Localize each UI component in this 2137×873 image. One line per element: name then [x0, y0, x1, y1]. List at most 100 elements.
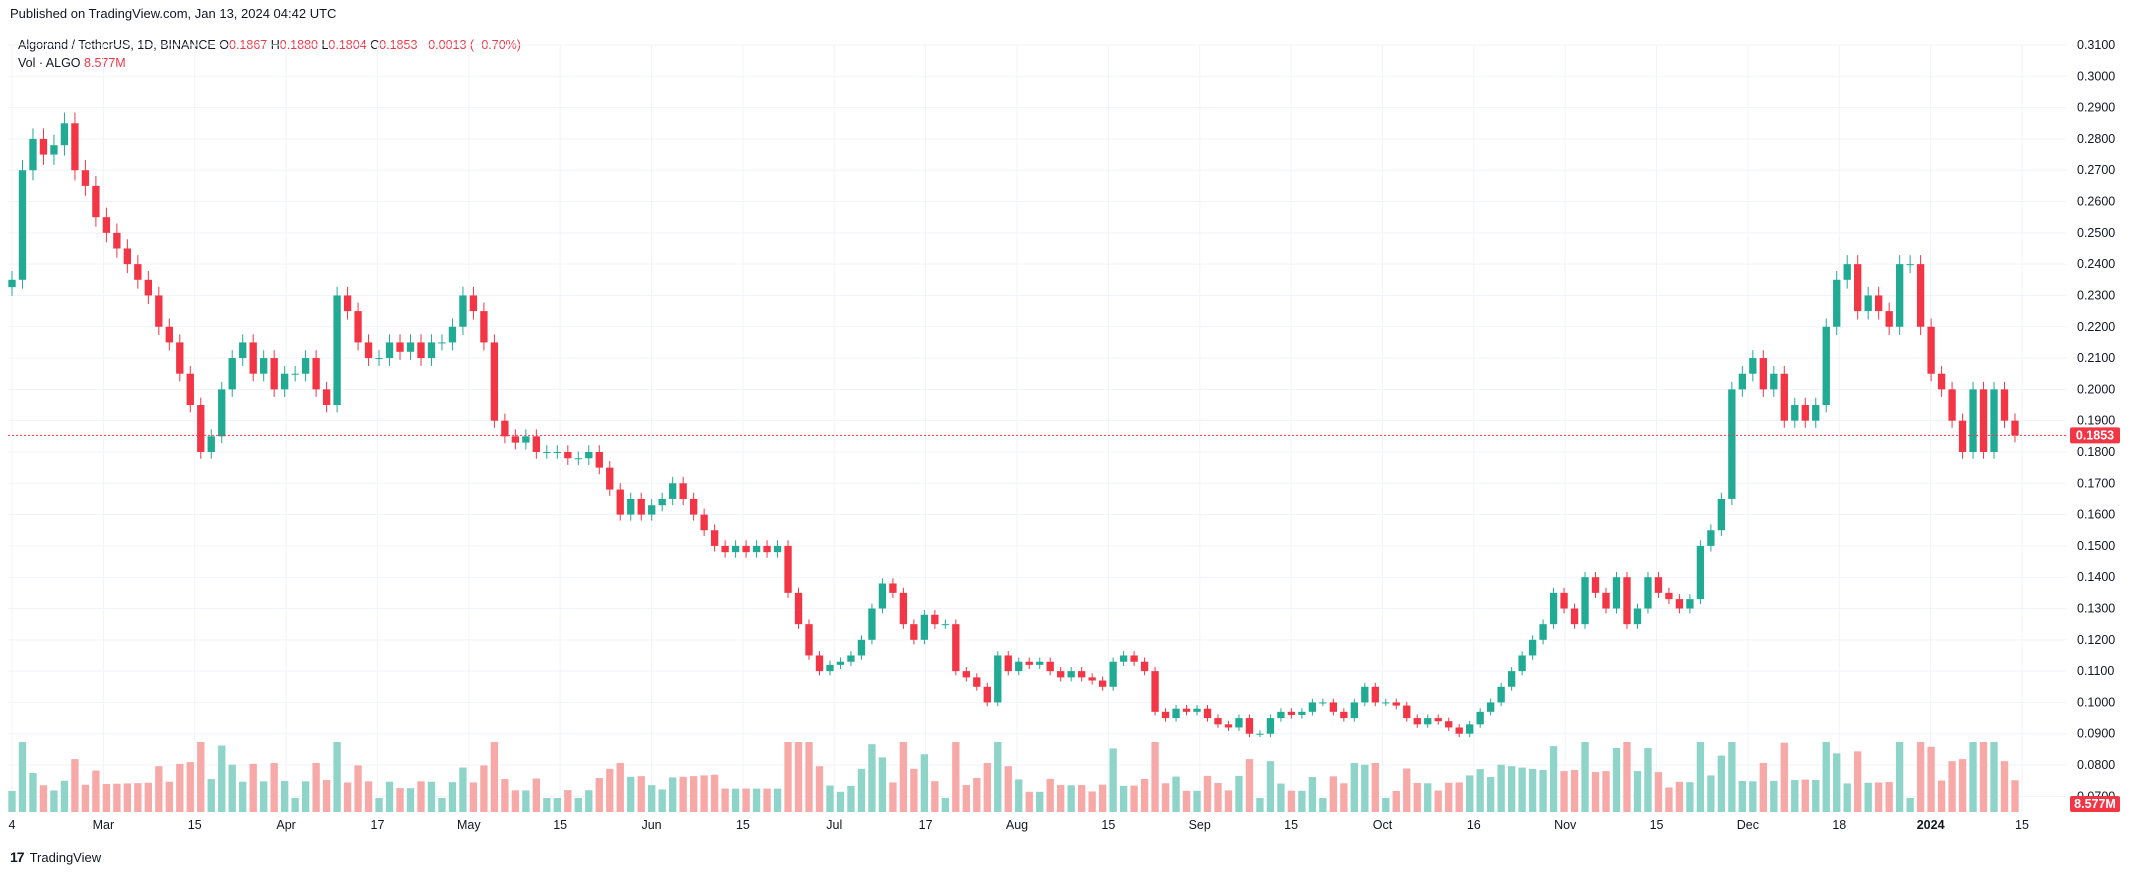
volume-bar — [1990, 742, 1998, 812]
candle-body — [165, 326, 173, 343]
candle-body — [1455, 727, 1463, 734]
x-tick-label: 15 — [2015, 818, 2029, 832]
volume-bar — [1256, 798, 1264, 812]
candle-body — [1245, 718, 1254, 734]
volume-bar — [773, 788, 782, 812]
candle-body — [669, 483, 677, 499]
candle-body — [1340, 711, 1348, 719]
candle-body — [1413, 718, 1421, 725]
volume-bar — [1308, 777, 1317, 812]
y-tick-label: 0.1600 — [2077, 508, 2115, 522]
volume-bar — [1539, 770, 1547, 812]
candle-body — [1686, 599, 1694, 609]
volume-bar — [710, 774, 719, 812]
volume-bar — [1780, 742, 1788, 812]
volume-bar — [1392, 790, 1400, 812]
x-tick-label: 18 — [1832, 818, 1846, 832]
volume-bar — [763, 788, 771, 812]
candle-body — [385, 342, 394, 359]
volume-bar — [805, 742, 813, 812]
volume-bar — [878, 757, 887, 812]
volume-bar — [165, 781, 173, 812]
volume-bar — [385, 781, 394, 812]
tradingview-logo-icon[interactable]: 17 — [10, 849, 25, 865]
candle-body — [889, 583, 897, 593]
volume-bar — [1287, 790, 1296, 812]
volume-bar — [1077, 785, 1086, 812]
volume-bar — [396, 788, 404, 812]
volume-bar — [532, 778, 541, 812]
candle-body — [1728, 389, 1736, 499]
volume-bar — [8, 791, 16, 812]
volume-bar — [1717, 755, 1726, 812]
candle-body — [1025, 661, 1033, 665]
volume-bar — [1140, 778, 1149, 812]
x-tick-label: 16 — [1467, 818, 1481, 832]
volume-bar — [994, 742, 1002, 812]
volume-bar — [511, 790, 520, 812]
candle-body — [1235, 718, 1243, 728]
candle-body — [197, 405, 205, 452]
candle-body — [1203, 708, 1212, 719]
volume-bar — [1119, 785, 1128, 812]
volume-bar — [847, 785, 855, 812]
candle-body — [1528, 639, 1537, 656]
candle-body — [1403, 705, 1411, 719]
volume-bar — [658, 789, 666, 812]
candle-body — [878, 583, 887, 609]
candle-body — [1214, 718, 1222, 725]
candle-body — [2000, 389, 2009, 421]
candle-body — [207, 436, 215, 452]
candle-body — [1098, 680, 1107, 687]
x-tick-label: Mar — [93, 818, 115, 832]
candle-body — [1969, 389, 1977, 452]
candle-body — [983, 686, 991, 703]
volume-bar — [144, 782, 153, 812]
x-tick-label: 17 — [371, 818, 385, 832]
candle-body — [8, 279, 16, 288]
candle-body — [1277, 711, 1285, 719]
y-tick-label: 0.2800 — [2077, 132, 2115, 146]
candle-body — [364, 342, 373, 359]
volume-bar — [1507, 766, 1516, 812]
candle-body — [239, 342, 247, 359]
candle-body — [700, 514, 708, 531]
candle-body — [1497, 686, 1505, 703]
volume-bar — [1675, 781, 1684, 812]
candle-body — [1990, 389, 1998, 452]
volume-bar — [1549, 746, 1558, 812]
volume-bar — [406, 788, 415, 812]
candle-body — [1696, 545, 1705, 600]
volume-bar — [1109, 748, 1117, 812]
candle-body — [1046, 661, 1054, 672]
candle-body — [595, 451, 603, 468]
candle-body — [1518, 655, 1526, 672]
candle-body — [1434, 718, 1442, 722]
volume-bar — [574, 798, 582, 812]
volume-label[interactable]: Vol · ALGO — [18, 56, 81, 70]
volume-bar — [1864, 782, 1872, 812]
candle-body — [1644, 577, 1652, 609]
brand-label[interactable]: TradingView — [29, 849, 102, 865]
volume-bar — [1193, 790, 1201, 812]
candle-body — [2011, 420, 2019, 436]
volume-bar — [564, 790, 572, 812]
candle-body — [1738, 373, 1747, 390]
last-volume-tag — [2070, 796, 2120, 812]
candle-body — [260, 358, 268, 374]
y-tick-label: 0.1200 — [2077, 633, 2115, 647]
volume-bar — [1371, 763, 1379, 812]
volume-bar — [102, 784, 111, 812]
volume-bar — [1486, 777, 1495, 812]
candle-body — [1287, 711, 1296, 715]
candle-body — [39, 138, 48, 155]
volume-bar — [239, 781, 247, 812]
candle-body — [574, 458, 582, 460]
candle-body — [1077, 671, 1086, 678]
y-tick-label: 0.2900 — [2077, 101, 2115, 115]
volume-bar — [312, 763, 320, 812]
volume-bar — [1476, 769, 1484, 812]
candle-body — [857, 639, 866, 656]
volume-bar — [1057, 785, 1065, 812]
